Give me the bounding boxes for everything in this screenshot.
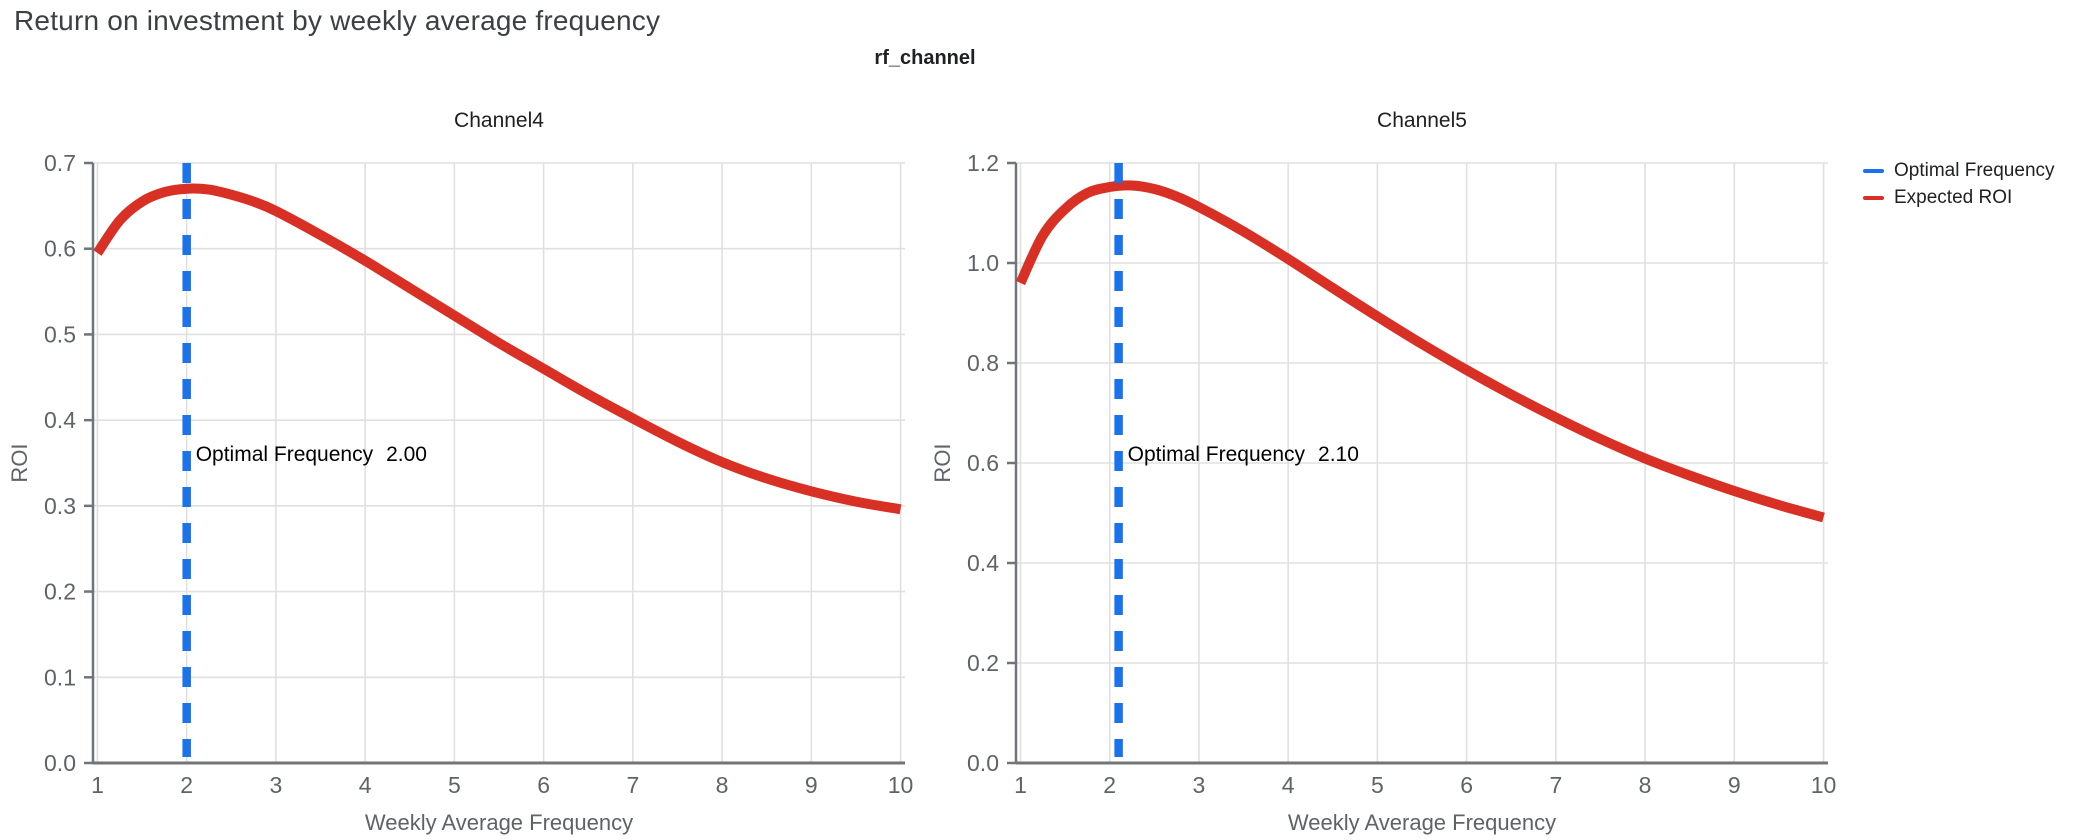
- y-tick-label: 0.4: [44, 407, 76, 433]
- x-tick-label: 7: [1549, 772, 1562, 798]
- x-tick-label: 5: [448, 772, 461, 798]
- x-tick-label: 4: [1282, 772, 1295, 798]
- x-tick-label: 4: [359, 772, 372, 798]
- y-tick-label: 0.7: [44, 150, 76, 176]
- x-tick-label: 8: [1639, 772, 1652, 798]
- annotation-label: Optimal Frequency: [196, 443, 374, 466]
- y-axis-title: ROI: [930, 443, 955, 482]
- annotation-value: 2.10: [1318, 443, 1359, 466]
- y-tick-label: 0.0: [44, 750, 76, 776]
- subplot-title: Channel4: [454, 109, 544, 132]
- expected-roi-curve: [1015, 180, 1825, 523]
- chart-panel-channel5: 0.0 0.2 0.4 0.6 0.8 1.0 1.2 1 2 3 4 5 6 7 8 9 10 Weekly A…: [930, 109, 1836, 835]
- x-tick-label: 6: [1460, 772, 1473, 798]
- legend-item-optimal-frequency: Optimal Frequency: [1863, 157, 2055, 184]
- expected-roi-curve: [93, 183, 902, 515]
- x-tick-label: 2: [180, 772, 193, 798]
- x-axis-title: Weekly Average Frequency: [365, 810, 633, 835]
- y-tick-label: 0.4: [967, 550, 999, 576]
- y-tick-label: 0.8: [967, 350, 999, 376]
- x-tick-label: 1: [91, 772, 104, 798]
- y-tick-label: 0.2: [44, 579, 76, 605]
- y-axis-title: ROI: [7, 443, 32, 482]
- subplot-title: Channel5: [1377, 109, 1467, 132]
- page-title: Return on investment by weekly average f…: [14, 5, 661, 36]
- legend-label-expected-roi: Expected ROI: [1894, 186, 2013, 208]
- optimal-frequency-annotation: Optimal Frequency 2.10: [1128, 443, 1359, 466]
- x-axis-title: Weekly Average Frequency: [1288, 810, 1556, 835]
- x-tick-label: 7: [626, 772, 639, 798]
- y-tick-label: 1.0: [967, 250, 999, 276]
- x-tick-label: 8: [716, 772, 729, 798]
- legend-item-expected-roi: Expected ROI: [1863, 184, 2055, 211]
- x-tick-label: 3: [270, 772, 283, 798]
- annotation-value: 2.00: [386, 443, 427, 466]
- optimal-frequency-line-swatch-icon: [1863, 168, 1884, 173]
- y-tick-label: 0.1: [44, 664, 76, 690]
- y-tick-label: 0.6: [44, 236, 76, 262]
- y-tick-label: 0.3: [44, 493, 76, 519]
- x-tick-label: 2: [1103, 772, 1116, 798]
- expected-roi-line-swatch-icon: [1863, 195, 1884, 200]
- annotation-label: Optimal Frequency: [1128, 443, 1306, 466]
- x-tick-label: 9: [805, 772, 818, 798]
- legend: Optimal Frequency Expected ROI: [1863, 157, 2055, 211]
- x-tick-label: 3: [1193, 772, 1206, 798]
- x-tick-label: 6: [537, 772, 550, 798]
- y-tick-label: 0.6: [967, 450, 999, 476]
- y-tick-label: 0.5: [44, 321, 76, 347]
- optimal-frequency-annotation: Optimal Frequency 2.00: [196, 443, 427, 466]
- x-tick-label: 9: [1728, 772, 1741, 798]
- facet-title: rf_channel: [874, 47, 976, 69]
- x-tick-label: 10: [888, 772, 914, 798]
- y-tick-label: 0.2: [967, 650, 999, 676]
- x-tick-label: 5: [1371, 772, 1384, 798]
- chart-panel-channel4: 0.0 0.1 0.2 0.3 0.4 0.5 0.6 0.7 1 2 3 4 5 6 7 8 9 10 Weekl…: [7, 109, 913, 835]
- x-tick-label: 10: [1811, 772, 1837, 798]
- legend-label-optimal-frequency: Optimal Frequency: [1894, 159, 2055, 181]
- x-tick-label: 1: [1014, 772, 1027, 798]
- y-tick-label: 1.2: [967, 150, 999, 176]
- y-tick-label: 0.0: [967, 750, 999, 776]
